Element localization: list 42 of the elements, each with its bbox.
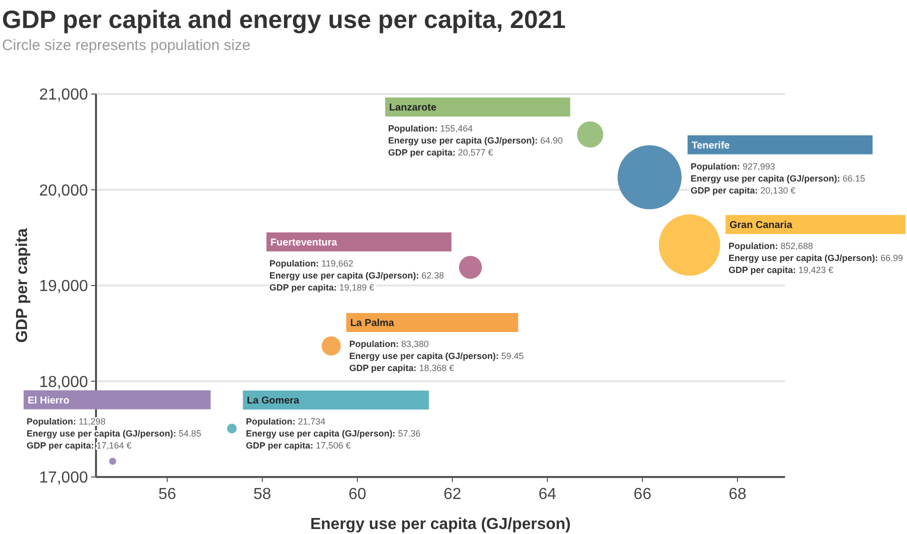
text: El Hierro xyxy=(28,395,70,406)
x-tick-label: 66 xyxy=(634,486,652,503)
y-tick-label: 19,000 xyxy=(39,278,88,296)
x-tick-label: 56 xyxy=(158,486,176,503)
annotation: Energy use per capita (GJ/person): 66.99 xyxy=(728,253,904,263)
annotation: Energy use per capita (GJ/person): 64.90 xyxy=(388,136,563,146)
y-axis-title: GDP per capita xyxy=(14,228,31,343)
annotation: GDP per capita: 19,423 € xyxy=(728,265,834,275)
annotation: GDP per capita: 17,164 € xyxy=(26,440,132,450)
annotation: Population: 21,734 xyxy=(246,416,326,427)
annotation: Energy use per capita (GJ/person): 66.15 xyxy=(690,173,866,184)
annotation: Energy use per capita (GJ/person): 57.36 xyxy=(246,428,420,439)
x-tick-label: 64 xyxy=(538,486,556,503)
y-tick-label: 21,000 xyxy=(39,86,88,104)
x-tick-label: 68 xyxy=(728,486,746,503)
y-tick-label: 20,000 xyxy=(39,182,88,200)
chart-subtitle: Circle size represents population size xyxy=(2,37,250,54)
annotation: Population: 927,993 xyxy=(690,161,776,172)
series-label: Tenerife xyxy=(692,140,730,152)
x-tick-label: 60 xyxy=(348,486,366,503)
annotation: Energy use per capita (GJ/person): 62.38 xyxy=(269,270,444,280)
annotation: Population: 119,662 xyxy=(269,258,354,268)
annotation: GDP per capita: 20,577 € xyxy=(388,148,494,158)
annotation: GDP per capita: 20,130 € xyxy=(690,185,796,196)
x-tick-label: 62 xyxy=(443,486,462,503)
x-axis-title: Energy use per capita (GJ/person) xyxy=(310,516,571,533)
series-label: La Palma xyxy=(350,318,395,330)
text: Lanzarote xyxy=(389,102,437,114)
annotation: GDP per capita: 17,506 € xyxy=(246,440,351,451)
y-tick-label: 18,000 xyxy=(39,374,88,391)
chart-title: GDP per capita and energy use per capita, 2021 xyxy=(2,6,566,34)
text: La Gomera xyxy=(246,396,300,407)
annotation: Population: 852,688 xyxy=(728,241,814,251)
series-label: Gran Canaria xyxy=(729,220,793,231)
x-tick-label: 58 xyxy=(253,486,272,503)
annotation: Energy use per capita (GJ/person): 59.45 xyxy=(349,351,524,362)
text: Fuerteventura xyxy=(270,237,338,248)
annotation: Population: 155,464 xyxy=(388,124,473,134)
annotation: GDP per capita: 18,368 € xyxy=(349,363,454,374)
y-tick-label: 17,000 xyxy=(39,470,88,487)
annotation: Population: 83,380 xyxy=(349,339,429,350)
annotation: GDP per capita: 19,189 € xyxy=(269,282,374,292)
